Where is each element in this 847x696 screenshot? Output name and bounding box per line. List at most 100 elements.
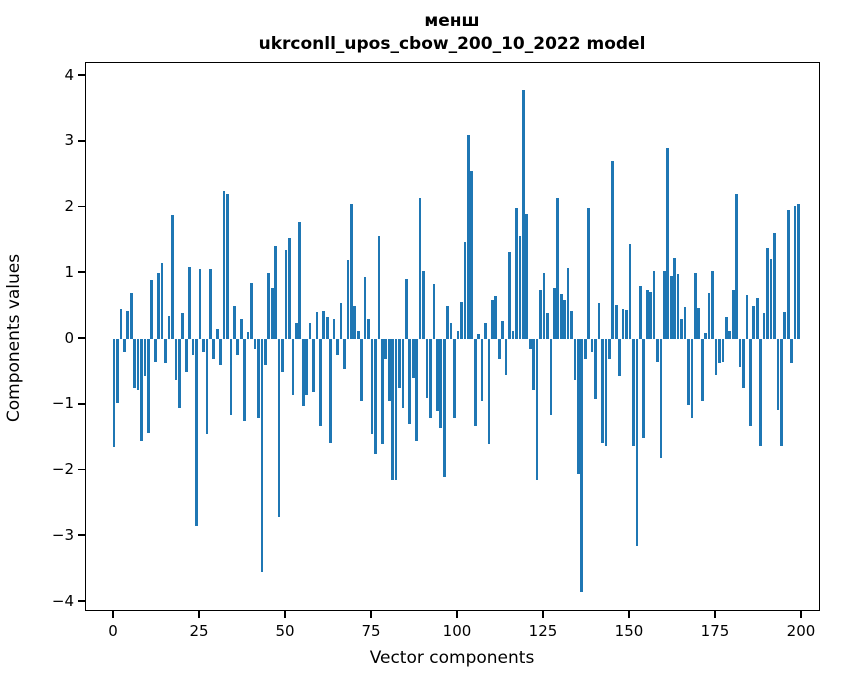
y-tick-label: −1: [51, 394, 74, 413]
bar: [360, 339, 364, 402]
bar: [377, 236, 381, 339]
bar: [167, 315, 171, 339]
y-tick-mark: [78, 402, 85, 405]
bar: [394, 339, 398, 481]
bar: [487, 339, 491, 445]
bar: [666, 148, 670, 339]
x-tick-mark: [800, 611, 802, 618]
bar: [212, 339, 216, 359]
bar: [570, 311, 573, 339]
bar: [625, 310, 628, 339]
bar: [724, 316, 728, 339]
bar: [718, 339, 721, 364]
bar: [325, 316, 329, 339]
x-tick-label: 100: [442, 622, 472, 640]
bar: [742, 339, 745, 389]
bar: [566, 267, 570, 339]
bar: [157, 273, 161, 339]
bar: [769, 259, 773, 339]
y-tick-mark: [78, 74, 85, 76]
bar: [614, 305, 618, 339]
bar: [140, 339, 143, 441]
bar: [298, 221, 302, 339]
bar: [236, 339, 240, 356]
bar: [556, 197, 560, 339]
y-tick-label: 3: [64, 131, 74, 150]
bar: [673, 258, 677, 339]
bar: [164, 339, 167, 363]
x-tick-mark: [456, 611, 458, 618]
bar: [645, 289, 649, 339]
bar: [638, 285, 642, 339]
bar: [181, 312, 185, 339]
bar: [446, 306, 450, 339]
bar: [601, 339, 604, 443]
bar: [635, 339, 639, 547]
bar: [401, 339, 405, 409]
bar: [669, 275, 673, 339]
bar: [205, 339, 209, 435]
bar: [336, 339, 339, 356]
bar: [363, 276, 367, 339]
x-tick-mark: [112, 611, 114, 618]
bar: [116, 339, 119, 403]
bar: [411, 339, 415, 379]
bar: [281, 339, 284, 372]
bar: [346, 260, 350, 339]
bar: [704, 333, 708, 339]
bar: [604, 339, 608, 446]
plot-area: [85, 62, 820, 611]
bar: [776, 339, 780, 410]
bar: [246, 332, 250, 339]
bar: [384, 339, 388, 359]
bar: [250, 283, 253, 339]
bar: [195, 339, 198, 527]
bar: [315, 312, 319, 339]
bar: [649, 291, 652, 339]
bar: [663, 270, 666, 339]
bar: [291, 339, 295, 395]
bar: [707, 292, 711, 339]
bar: [184, 339, 188, 372]
y-tick-mark: [78, 468, 85, 471]
bar: [535, 339, 539, 481]
x-tick-mark: [284, 611, 286, 618]
bar: [473, 339, 477, 427]
bar: [174, 339, 178, 381]
bar: [460, 301, 463, 339]
bar: [735, 194, 738, 339]
y-tick-mark: [78, 271, 85, 274]
bar: [133, 339, 136, 389]
bar: [793, 206, 797, 339]
bar: [122, 339, 126, 353]
y-tick-label: −2: [51, 460, 74, 478]
bar: [773, 233, 776, 339]
bar: [136, 339, 140, 391]
bar: [755, 298, 759, 339]
bar: [683, 306, 687, 339]
bar: [343, 339, 346, 369]
x-tick-mark: [628, 611, 630, 618]
bar: [456, 331, 460, 339]
y-tick-label: 2: [64, 197, 74, 215]
bar: [239, 319, 243, 339]
bar: [322, 310, 326, 339]
bar: [387, 339, 391, 402]
bar: [153, 339, 157, 362]
chart-title-word: менш: [424, 11, 480, 31]
bar: [573, 339, 577, 380]
bar: [745, 294, 749, 339]
bar: [178, 339, 181, 409]
bar: [449, 323, 453, 339]
bar: [264, 339, 267, 366]
bar: [659, 339, 663, 458]
bar: [418, 197, 422, 339]
bar: [511, 331, 515, 339]
bar: [425, 339, 429, 399]
bar: [477, 334, 480, 339]
bar: [542, 272, 546, 339]
bar: [171, 215, 174, 339]
bar: [129, 292, 133, 339]
bar: [532, 339, 536, 391]
bar: [147, 339, 150, 434]
